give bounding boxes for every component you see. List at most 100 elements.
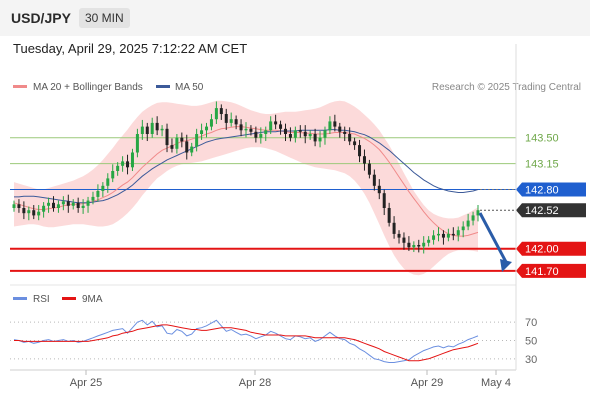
- level-label-141.70: 141.70: [525, 266, 559, 278]
- candle: [308, 130, 312, 140]
- ma9-legend-label: 9MA: [82, 294, 103, 305]
- rsi-panel: 70 50 30: [10, 317, 537, 366]
- x-tick-label: Apr 28: [239, 377, 271, 389]
- candle-body: [441, 233, 445, 238]
- candle: [456, 226, 460, 242]
- candle-body: [412, 245, 416, 248]
- candle-body: [234, 119, 238, 125]
- candle-body: [214, 108, 218, 120]
- candle-body: [422, 242, 426, 247]
- candle: [160, 125, 164, 137]
- bb-legend-swatch: [13, 85, 27, 88]
- candle-body: [219, 108, 223, 115]
- candle: [333, 114, 337, 132]
- candle-body: [37, 211, 41, 216]
- candle: [190, 142, 194, 157]
- ma9-legend-swatch: [62, 297, 76, 300]
- candle-body: [367, 163, 371, 175]
- candle: [382, 189, 386, 216]
- candle: [219, 104, 223, 120]
- candle: [362, 149, 366, 171]
- candle-body: [303, 131, 307, 137]
- candle: [446, 228, 450, 242]
- candle-body: [71, 202, 75, 206]
- candle: [126, 154, 130, 175]
- candle-body: [61, 201, 65, 205]
- forecast-arrow-head: [500, 259, 512, 272]
- rsi-tick-50: 50: [525, 336, 537, 348]
- candle: [318, 131, 322, 148]
- candle-body: [362, 156, 366, 164]
- candle-body: [111, 171, 115, 179]
- candle-body: [51, 202, 55, 208]
- candle-body: [12, 204, 16, 208]
- candle-body: [377, 185, 381, 194]
- level-tag-142.00: [516, 241, 586, 256]
- candle: [91, 191, 95, 205]
- candle: [254, 126, 258, 143]
- candle-body: [397, 233, 401, 238]
- candle-body: [76, 202, 80, 208]
- candle-body: [244, 128, 248, 131]
- timestamp: Tuesday, April 29, 2025 7:12:22 AM CET: [13, 41, 248, 56]
- candle-body: [308, 134, 312, 137]
- candle: [180, 132, 184, 148]
- candle: [81, 199, 85, 214]
- price-legend: MA 20 + Bollinger Bands MA 50 Research ©…: [13, 82, 581, 93]
- candle-body: [126, 161, 130, 168]
- forecast-arrow: [478, 212, 512, 272]
- candle-body: [145, 126, 149, 134]
- candle-body: [466, 220, 470, 227]
- candle: [288, 127, 292, 142]
- rsi-line: [13, 319, 479, 363]
- candle-body: [323, 130, 327, 138]
- candle-body: [135, 134, 139, 153]
- candle: [417, 239, 421, 253]
- rsi-tick-70: 70: [525, 317, 537, 329]
- candle-body: [66, 201, 70, 206]
- candle-body: [417, 245, 421, 247]
- candle: [323, 126, 327, 145]
- candle-body: [224, 114, 228, 123]
- candle: [407, 236, 411, 251]
- forecast-arrow-line: [478, 212, 508, 263]
- candle-body: [407, 242, 411, 248]
- candle-body: [239, 124, 243, 131]
- level-label-142.52: 142.52: [525, 205, 559, 217]
- candle: [358, 139, 362, 163]
- level-label-143.15: 143.15: [525, 159, 559, 171]
- x-tick-label: May 4: [481, 377, 511, 389]
- candle: [338, 122, 342, 138]
- candle: [353, 137, 357, 150]
- candle: [150, 117, 154, 138]
- candle: [111, 164, 115, 183]
- candle-body: [190, 146, 194, 153]
- x-axis-ticks: Apr 25 Apr 28 Apr 29 May 4: [70, 370, 511, 389]
- candle-body: [170, 145, 174, 149]
- candle: [200, 123, 204, 140]
- candle: [328, 116, 332, 134]
- candle-body: [165, 128, 169, 146]
- candle: [372, 169, 376, 191]
- candle-body: [402, 237, 406, 243]
- rsi-legend: RSI 9MA: [13, 294, 103, 305]
- candle: [86, 196, 90, 213]
- candle: [298, 125, 302, 138]
- rsi-legend-swatch: [13, 297, 27, 300]
- candle-body: [209, 119, 213, 127]
- level-label-143.50: 143.50: [525, 133, 559, 145]
- candle: [96, 184, 100, 202]
- candle-body: [106, 178, 110, 186]
- candle: [387, 202, 391, 227]
- candle-body: [140, 126, 144, 134]
- level-label-142.00: 142.00: [525, 244, 559, 256]
- candle-body: [155, 122, 159, 131]
- level-tag-141.70: [516, 263, 586, 278]
- candle: [71, 199, 75, 210]
- candle: [229, 112, 233, 127]
- candle: [437, 227, 441, 242]
- timeframe-badge[interactable]: 30 MIN: [79, 8, 130, 28]
- candle: [259, 127, 263, 144]
- candle: [303, 125, 307, 144]
- candle-body: [318, 137, 322, 142]
